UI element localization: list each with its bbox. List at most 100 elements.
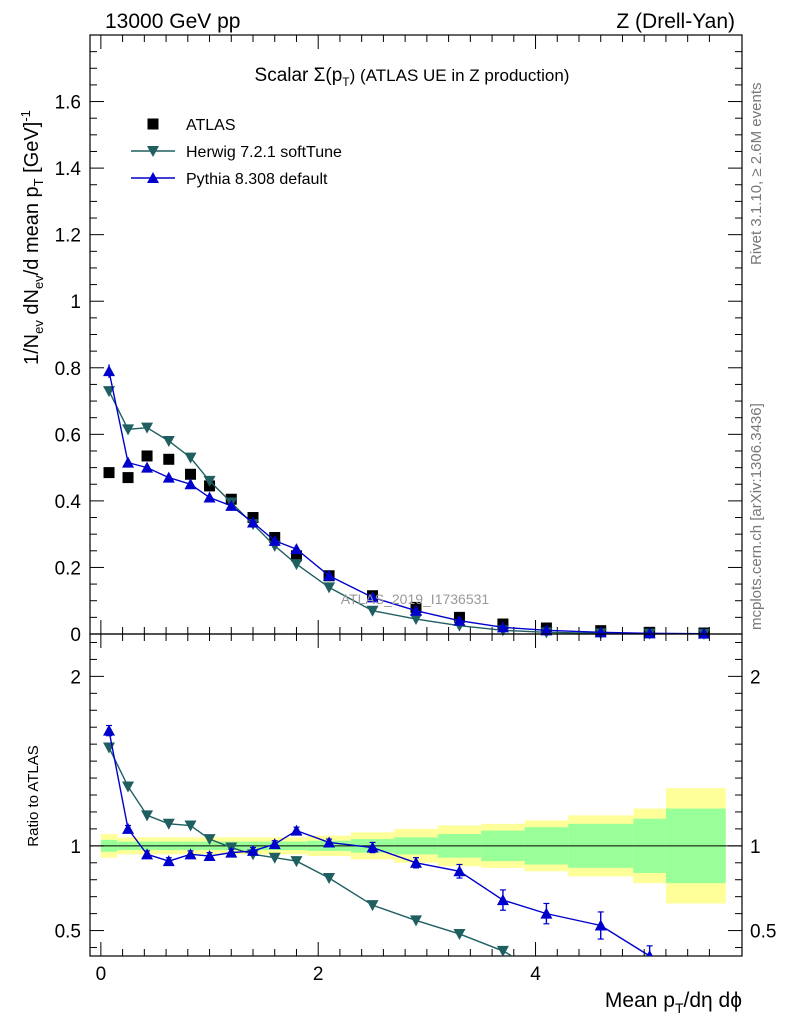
xlabel-tail: /dη dϕ	[684, 989, 742, 1012]
main-point	[323, 569, 336, 581]
ratio-point	[268, 838, 281, 850]
main-ylabel-a: 1/N	[21, 334, 43, 365]
ratio-point	[162, 818, 175, 830]
ratio-series-group	[103, 724, 653, 956]
main-point	[122, 456, 135, 468]
main-point	[290, 550, 302, 562]
side-label-rivet: Rivet 3.1.10, ≥ 2.6M events	[748, 83, 765, 266]
header-left: 13000 GeV pp	[105, 10, 240, 33]
ratio-point	[496, 894, 509, 906]
main-point	[290, 559, 303, 571]
ratio-point	[184, 848, 197, 860]
legend-label: ATLAS	[186, 117, 236, 134]
ratio-point	[162, 855, 175, 867]
ratio-point	[203, 850, 216, 862]
main-point	[141, 450, 153, 462]
main-y-tick-label: 0.2	[55, 558, 81, 579]
ratio-point	[323, 873, 336, 885]
main-point	[366, 591, 379, 603]
legend-marker	[147, 172, 159, 183]
main-point	[225, 499, 238, 511]
ratio-series-line	[108, 747, 514, 956]
xlabel-sub: T	[675, 1000, 684, 1016]
ratio-point	[184, 820, 197, 832]
main-point	[103, 467, 115, 479]
main-ylabel-d: [GeV]	[21, 122, 43, 179]
ratio-point	[496, 945, 509, 956]
header-right: Z (Drell-Yan)	[616, 10, 735, 33]
ratio-point	[410, 915, 422, 927]
main-point	[184, 478, 197, 490]
legend: ATLAS Herwig 7.2.1 softTune Pythia 8.308 d…	[131, 117, 342, 188]
ratio-y-tick-label-right: 2	[750, 667, 761, 688]
legend-marker	[147, 118, 159, 130]
main-panel: 0 0.2 0.4 0.6 0.8 1 1.2 1.4 1.6 ATLAS Herwig 7.2.1…	[55, 34, 743, 646]
main-y-tick-label: 1.2	[55, 226, 81, 247]
main-point	[122, 424, 135, 436]
main-y-tick-label: 0.6	[55, 425, 81, 446]
main-point	[162, 435, 175, 447]
main-ylabel-c: /d mean p	[21, 186, 43, 275]
ratio-point	[453, 928, 466, 940]
ratio-ylabel: Ratio to ATLAS	[25, 745, 42, 846]
ratio-point	[103, 724, 116, 736]
ratio-y-tick-label: 1	[70, 837, 81, 858]
ratio-point	[366, 900, 379, 912]
main-point	[496, 621, 509, 633]
main-y-tick-label: 0.4	[55, 492, 82, 513]
main-point	[184, 452, 197, 464]
main-point	[540, 624, 553, 636]
main-title: Scalar Σ(pT) (ATLAS UE in Z production)	[255, 65, 570, 89]
main-y-tick-label: 0	[70, 625, 81, 646]
legend-label: Herwig 7.2.1 softTune	[186, 144, 342, 161]
main-point	[103, 365, 116, 377]
main-y-tick-label: 1.6	[55, 93, 81, 114]
main-point	[185, 468, 197, 480]
ratio-point	[225, 846, 238, 858]
ratio-point	[453, 865, 466, 877]
main-point	[453, 614, 466, 626]
ratio-point	[323, 836, 336, 848]
main-point	[410, 604, 422, 616]
main-point	[697, 627, 710, 639]
ratio-point	[410, 856, 422, 868]
ratio-point	[540, 907, 553, 919]
ratio-point	[290, 824, 303, 836]
ratio-point	[268, 852, 281, 864]
main-point	[203, 491, 216, 503]
ratio-y-tick-label-right: 0.5	[750, 922, 776, 943]
ratio-point	[366, 841, 379, 853]
ratio-point	[122, 822, 135, 834]
main-point	[410, 614, 422, 626]
ratio-point	[203, 834, 216, 846]
main-point	[141, 422, 154, 434]
ratio-point	[122, 781, 135, 793]
main-point	[290, 543, 303, 555]
main-point	[141, 461, 154, 473]
main-point	[122, 472, 134, 484]
main-point	[268, 534, 281, 546]
ratio-y-tick-label: 0.5	[55, 922, 81, 943]
ratio-frame	[89, 633, 743, 957]
ratio-series-line	[108, 730, 651, 956]
main-ylabel: 1/Nev dNev/d mean pT [GeV]-1	[18, 110, 46, 365]
main-point	[203, 475, 216, 487]
main-title-main: Scalar Σ(p	[255, 65, 343, 86]
x-tick-label: 0	[96, 964, 107, 985]
main-title-tail: ) (ATLAS UE in Z production)	[350, 66, 570, 85]
main-point	[323, 582, 336, 594]
main-y-tick-label: 1	[70, 292, 81, 313]
ratio-y-tick-label-right: 1	[750, 837, 761, 858]
main-ylabel-sub3: T	[31, 178, 46, 186]
main-y-tick-label: 1.4	[55, 159, 82, 180]
main-ylabel-sub1: ev	[31, 320, 46, 334]
main-ylabel-sub2: ev	[31, 275, 46, 289]
ratio-point	[141, 848, 154, 860]
ratio-point	[247, 844, 259, 856]
ratio-xlabel: Mean pT/dη dϕ	[605, 989, 742, 1016]
main-point	[162, 471, 175, 483]
main-point	[366, 605, 379, 617]
main-y-tick-label: 0.8	[55, 359, 81, 380]
side-label-mcplots: mcplots.cern.ch [arXiv:1306.3436]	[748, 403, 765, 630]
